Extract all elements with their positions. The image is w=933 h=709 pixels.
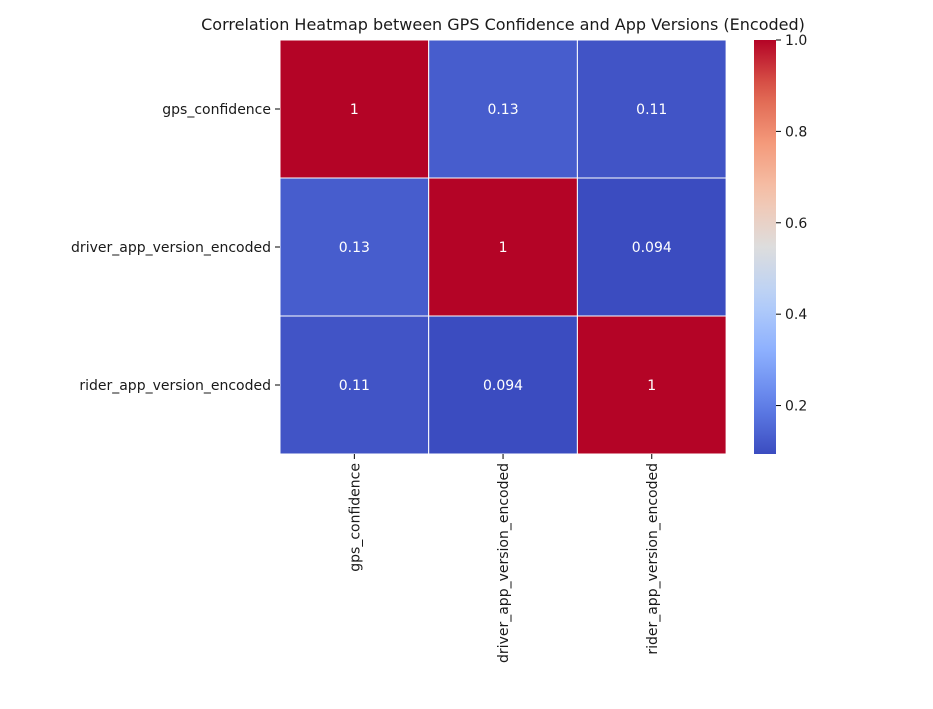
row-label: driver_app_version_encoded [71,240,271,256]
colorbar-tick-label: 0.4 [785,307,807,323]
column-label: rider_app_version_encoded [645,463,661,655]
heatmap-cell [576,39,727,179]
colorbar: 0.2 0.4 0.6 0.8 1.0 [754,33,807,454]
heatmap-cell [279,177,430,317]
row-label: rider_app_version_encoded [79,378,271,394]
cell-annotation: 0.094 [632,240,672,256]
row-label: gps_confidence [162,102,271,118]
column-labels: gps_confidence driver_app_version_encoded… [347,454,661,663]
colorbar-tick-label: 0.2 [785,399,807,415]
row-labels: gps_confidence driver_app_version_encoded… [71,102,280,394]
cell-annotation: 1 [499,240,508,256]
heatmap-cell [428,177,578,317]
cell-annotation: 0.13 [339,240,370,256]
colorbar-tick-label: 1.0 [785,33,807,49]
heatmap-cell [279,39,430,179]
cell-annotation: 0.13 [487,102,518,118]
colorbar-gradient [754,40,776,454]
heatmap-cells: 1 0.13 0.11 0.13 1 0.094 0.11 0.094 1 [279,39,727,455]
column-label: driver_app_version_encoded [496,463,512,663]
cell-annotation: 1 [647,378,656,394]
cell-annotation: 0.11 [636,102,667,118]
colorbar-tick-label: 0.8 [785,124,807,140]
chart-title: Correlation Heatmap between GPS Confiden… [201,15,805,34]
heatmap-cell [428,315,578,455]
cell-annotation: 0.094 [483,378,523,394]
column-label: gps_confidence [347,463,363,572]
cell-annotation: 1 [350,102,359,118]
heatmap-cell [576,177,727,317]
heatmap-cell [428,39,578,179]
cell-annotation: 0.11 [339,378,370,394]
colorbar-tick-label: 0.6 [785,216,807,232]
